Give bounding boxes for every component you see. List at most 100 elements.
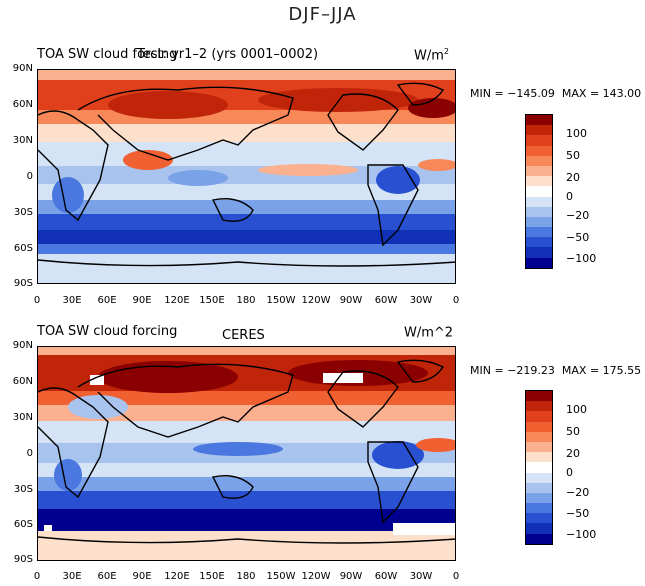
colorbar-swatches — [525, 390, 553, 545]
map-observations — [37, 346, 456, 561]
lon-tick: 0 — [33, 571, 41, 582]
lon-tick: 30W — [409, 571, 433, 582]
colorbar-swatch — [526, 206, 552, 217]
lon-tick: 0 — [452, 571, 460, 582]
colorbar-swatch — [526, 216, 552, 228]
lon-tick: 150W — [266, 571, 296, 582]
map-observations-field — [38, 347, 455, 560]
colorbar-swatch — [526, 227, 552, 238]
colorbar-swatch — [526, 165, 552, 177]
lat-tick: 90S — [13, 278, 33, 289]
colorbar-tick: −20 — [566, 486, 590, 499]
colorbar-tick: −50 — [566, 507, 590, 520]
panel-min-max: MIN = −219.23 MAX = 175.55 — [470, 364, 642, 377]
colorbar-tick: 100 — [566, 127, 587, 140]
panel-left-title: TOA SW cloud forcing — [37, 47, 178, 62]
colorbar-swatch — [526, 196, 552, 207]
colorbar-tick: −20 — [566, 209, 590, 222]
lon-tick: 120E — [164, 571, 190, 582]
colorbar-tick: −100 — [566, 528, 597, 541]
colorbar-swatch — [526, 186, 552, 197]
map-model-field — [38, 70, 455, 283]
lon-tick: 180 — [236, 571, 256, 582]
lon-tick: 150W — [266, 295, 296, 306]
lon-tick: 60W — [374, 571, 398, 582]
colorbar-swatch — [526, 391, 552, 402]
lat-tick: 0 — [26, 448, 33, 459]
lon-tick: 30E — [62, 295, 82, 306]
colorbar-swatch — [526, 533, 552, 544]
lon-tick: 120W — [301, 571, 331, 582]
colorbar-observations — [525, 390, 553, 545]
colorbar-swatches — [525, 114, 553, 269]
figure-title: DJF–JJA — [288, 4, 357, 25]
lon-tick: 0 — [33, 295, 41, 306]
lat-tick: 60N — [12, 376, 33, 387]
colorbar-swatch — [526, 155, 552, 166]
colorbar-swatch — [526, 462, 552, 473]
colorbar-swatch — [526, 135, 552, 146]
lat-tick: 60S — [13, 519, 33, 530]
colorbar-swatch — [526, 125, 552, 136]
colorbar-swatch — [526, 441, 552, 453]
lon-tick: 90E — [132, 571, 152, 582]
colorbar-tick: 20 — [566, 171, 580, 184]
lat-tick: 60N — [12, 99, 33, 110]
colorbar-tick: −100 — [566, 252, 597, 265]
lon-tick: 90E — [132, 295, 152, 306]
colorbar-swatch — [526, 492, 552, 504]
lon-tick: 60W — [374, 295, 398, 306]
lat-tick: 90N — [12, 63, 33, 74]
map-model — [37, 69, 456, 284]
lon-tick: 120E — [164, 295, 190, 306]
panel-units: W/m2 — [414, 47, 449, 64]
panel-center-title: CERES — [222, 328, 265, 343]
colorbar-swatch — [526, 431, 552, 442]
colorbar-swatch — [526, 237, 552, 248]
colorbar-swatch — [526, 503, 552, 514]
colorbar-tick: 0 — [566, 466, 573, 479]
colorbar-swatch — [526, 523, 552, 534]
colorbar-tick: 20 — [566, 447, 580, 460]
colorbar-swatch — [526, 247, 552, 258]
colorbar-tick: −50 — [566, 231, 590, 244]
lat-tick: 60S — [13, 243, 33, 254]
colorbar-tick: 50 — [566, 149, 580, 162]
lat-tick: 30S — [13, 207, 33, 218]
lat-tick: 30N — [12, 135, 33, 146]
lat-tick: 30N — [12, 412, 33, 423]
lon-tick: 60E — [97, 295, 117, 306]
colorbar-tick: 50 — [566, 425, 580, 438]
colorbar-swatch — [526, 115, 552, 126]
panel-units: W/m^2 — [404, 325, 454, 341]
panel-center-title: Test: yr1–2 (yrs 0001–0002) — [137, 47, 319, 62]
panel-left-title: TOA SW cloud forcing — [37, 324, 178, 339]
colorbar-swatch — [526, 401, 552, 412]
lon-tick: 30W — [409, 295, 433, 306]
lon-tick: 150E — [199, 295, 225, 306]
lon-tick: 60E — [97, 571, 117, 582]
lon-tick: 150E — [199, 571, 225, 582]
colorbar-model — [525, 114, 553, 269]
lat-tick: 90N — [12, 340, 33, 351]
colorbar-swatch — [526, 421, 552, 432]
colorbar-swatch — [526, 482, 552, 493]
lon-tick: 90W — [339, 571, 363, 582]
lon-tick: 30E — [62, 571, 82, 582]
lon-tick: 120W — [301, 295, 331, 306]
lat-tick: 90S — [13, 554, 33, 565]
colorbar-swatch — [526, 145, 552, 156]
lat-tick: 0 — [26, 171, 33, 182]
colorbar-swatch — [526, 411, 552, 422]
lon-tick: 0 — [452, 295, 460, 306]
colorbar-tick: 100 — [566, 403, 587, 416]
lon-tick: 90W — [339, 295, 363, 306]
colorbar-swatch — [526, 257, 552, 268]
panel-min-max: MIN = −145.09 MAX = 143.00 — [470, 87, 642, 100]
colorbar-swatch — [526, 513, 552, 524]
colorbar-swatch — [526, 176, 552, 187]
lat-tick: 30S — [13, 484, 33, 495]
colorbar-swatch — [526, 472, 552, 483]
lon-tick: 180 — [236, 295, 256, 306]
colorbar-tick: 0 — [566, 190, 573, 203]
